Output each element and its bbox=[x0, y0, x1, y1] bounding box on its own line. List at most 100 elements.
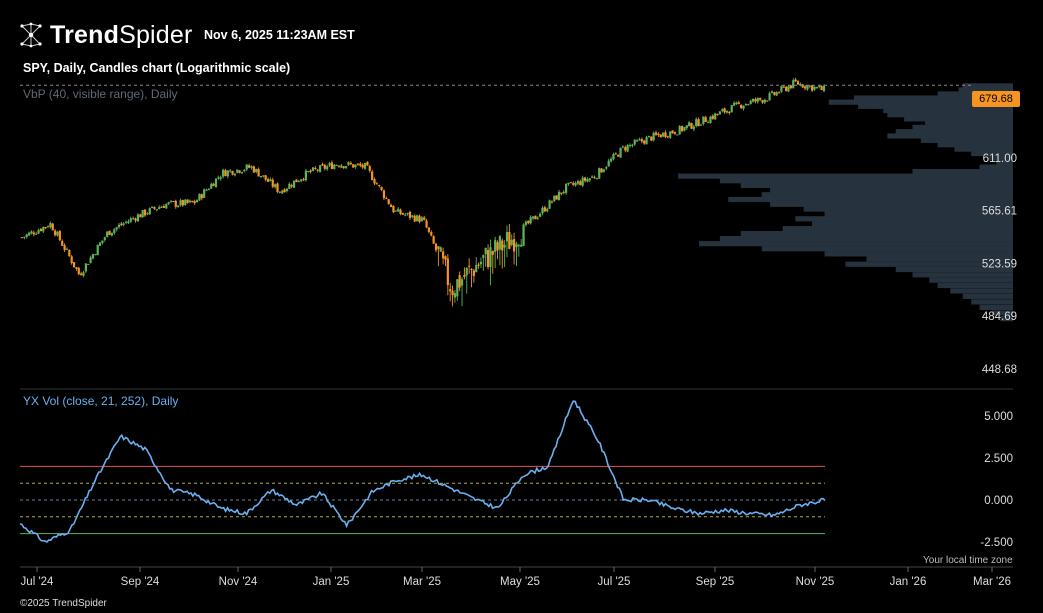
candle-body bbox=[553, 195, 556, 202]
candle-body bbox=[110, 232, 113, 236]
candle-body bbox=[498, 236, 501, 250]
candle-body bbox=[39, 228, 43, 232]
candle-body bbox=[643, 140, 646, 144]
candle-body bbox=[285, 188, 289, 192]
vbp-label: VbP (40, visible range), Daily bbox=[23, 87, 178, 101]
candle-body bbox=[468, 265, 471, 267]
vbp-bar bbox=[979, 304, 1013, 311]
candle-body bbox=[72, 262, 76, 268]
candle-body bbox=[737, 102, 740, 104]
candle-body bbox=[271, 179, 274, 187]
candle-body bbox=[292, 180, 296, 188]
candle-body bbox=[134, 218, 137, 221]
candle-body bbox=[444, 256, 447, 260]
x-tick-label: Jan '26 bbox=[890, 576, 927, 588]
candle-body bbox=[212, 183, 215, 187]
candle-body bbox=[484, 247, 487, 255]
candle-body bbox=[721, 109, 724, 112]
candle-body bbox=[408, 211, 412, 218]
candle-body bbox=[238, 170, 241, 173]
price-candles bbox=[20, 77, 826, 307]
candle-body bbox=[340, 165, 343, 168]
candle-body bbox=[517, 245, 520, 247]
candle-body bbox=[413, 215, 416, 222]
candle-body bbox=[193, 201, 196, 204]
candle-body bbox=[697, 119, 700, 127]
candle-body bbox=[439, 247, 442, 252]
price-y-tick-label: 611.00 bbox=[983, 153, 1017, 165]
candle-body bbox=[172, 201, 175, 203]
candle-body bbox=[494, 239, 497, 252]
vbp-bar bbox=[971, 150, 1013, 157]
vbp-bar bbox=[761, 192, 1013, 198]
timezone-note[interactable]: Your local time zone bbox=[923, 555, 1013, 566]
candle-body bbox=[198, 193, 201, 201]
candle-body bbox=[735, 102, 738, 105]
candle-body bbox=[489, 247, 492, 268]
vbp-bar bbox=[728, 196, 1013, 203]
candle-body bbox=[385, 198, 388, 200]
candle-body bbox=[458, 275, 461, 288]
candle-body bbox=[442, 251, 445, 259]
candle-body bbox=[543, 207, 546, 212]
vbp-bar bbox=[904, 116, 1013, 122]
candle-body bbox=[326, 166, 329, 170]
brand-name: TrendSpider bbox=[50, 20, 193, 49]
candle-body bbox=[368, 166, 371, 171]
candle-body bbox=[638, 139, 641, 141]
vbp-bar bbox=[770, 187, 1013, 193]
candle-body bbox=[766, 100, 769, 102]
candle-body bbox=[203, 189, 206, 198]
vbp-bar bbox=[824, 251, 1013, 257]
candle-body bbox=[250, 166, 253, 168]
x-tick-label: Sep '24 bbox=[121, 576, 160, 588]
candle-body bbox=[723, 108, 726, 113]
candle-body bbox=[345, 166, 348, 168]
candle-body bbox=[780, 86, 783, 92]
candle-body bbox=[89, 257, 92, 264]
candle-body bbox=[588, 178, 591, 181]
candle-body bbox=[475, 264, 478, 273]
candle-body bbox=[775, 92, 778, 96]
candle-body bbox=[200, 194, 203, 199]
candle-body bbox=[777, 92, 781, 94]
x-tick-label: Nov '24 bbox=[219, 576, 258, 588]
candle-body bbox=[733, 103, 736, 106]
candle-body bbox=[46, 226, 50, 228]
candle-body bbox=[749, 100, 752, 105]
candle-body bbox=[167, 202, 170, 204]
volume-by-price bbox=[678, 83, 1013, 322]
candle-body bbox=[605, 167, 608, 169]
candle-body bbox=[614, 153, 617, 155]
candle-body bbox=[548, 200, 551, 209]
candle-body bbox=[54, 230, 57, 236]
candle-body bbox=[333, 164, 336, 170]
candle-body bbox=[392, 205, 395, 213]
vbp-bar bbox=[761, 246, 1013, 252]
candle-body bbox=[255, 168, 258, 173]
candle-body bbox=[820, 86, 823, 91]
candle-body bbox=[330, 162, 334, 169]
candle-body bbox=[546, 208, 549, 212]
candle-body bbox=[659, 134, 662, 138]
price-y-tick-label: 523.59 bbox=[982, 258, 1017, 270]
candle-body bbox=[316, 169, 319, 171]
candle-body bbox=[155, 209, 158, 211]
candle-body bbox=[61, 240, 64, 246]
vbp-bar bbox=[853, 95, 1013, 101]
candle-body bbox=[160, 206, 163, 208]
candle-body bbox=[583, 177, 587, 181]
candle-body bbox=[586, 179, 589, 182]
candle-body bbox=[512, 239, 516, 252]
candle-body bbox=[751, 99, 755, 102]
candle-body bbox=[527, 220, 530, 224]
candle-body bbox=[281, 190, 284, 194]
x-tick-label: Mar '26 bbox=[973, 576, 1011, 588]
vbp-bar bbox=[992, 310, 1013, 316]
candle-body bbox=[576, 181, 580, 184]
candle-body bbox=[818, 85, 821, 87]
candle-body bbox=[257, 169, 260, 177]
vbp-bar bbox=[858, 103, 1013, 109]
candle-body bbox=[274, 184, 277, 188]
